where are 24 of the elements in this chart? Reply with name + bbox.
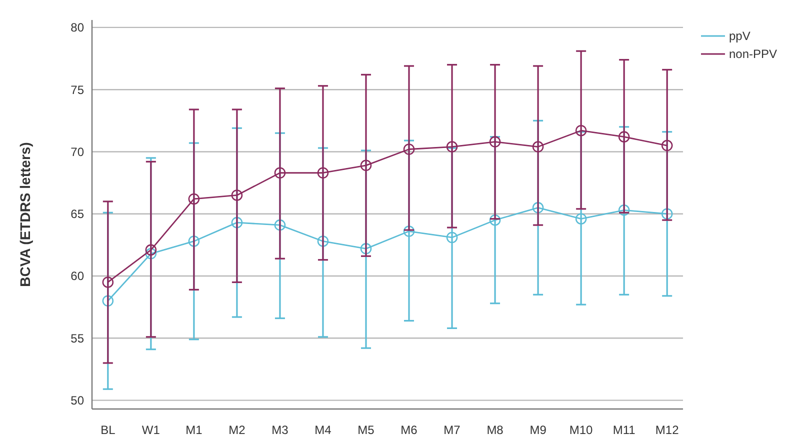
y-axis-title: BCVA (ETDRS letters) [17, 142, 33, 287]
x-tick-label: M1 [186, 423, 203, 437]
legend-label: ppV [729, 29, 750, 44]
y-tick-label: 55 [70, 331, 84, 346]
legend-label: non-PPV [729, 47, 778, 62]
y-tick-label: 80 [70, 20, 84, 35]
x-tick-label: M5 [358, 423, 375, 437]
x-tick-label: M4 [314, 423, 332, 437]
x-tick-label: M6 [400, 423, 418, 437]
y-tick-label: 65 [70, 207, 84, 222]
x-tick-label: M8 [486, 423, 504, 437]
x-tick-label: M7 [444, 423, 461, 437]
y-tick-label: 75 [70, 82, 84, 97]
x-tick-label: M10 [569, 423, 594, 437]
x-tick-label: M12 [655, 423, 680, 437]
x-tick-label: M11 [612, 423, 636, 437]
x-tick-label: BL [100, 423, 116, 437]
y-tick-label: 50 [70, 394, 84, 408]
x-tick-label: M3 [272, 423, 289, 437]
x-tick-label: M2 [228, 423, 246, 437]
x-tick-label: M9 [530, 423, 547, 437]
y-tick-label: 60 [70, 269, 84, 284]
y-tick-label: 70 [70, 144, 84, 159]
x-tick-label: W1 [142, 423, 160, 437]
